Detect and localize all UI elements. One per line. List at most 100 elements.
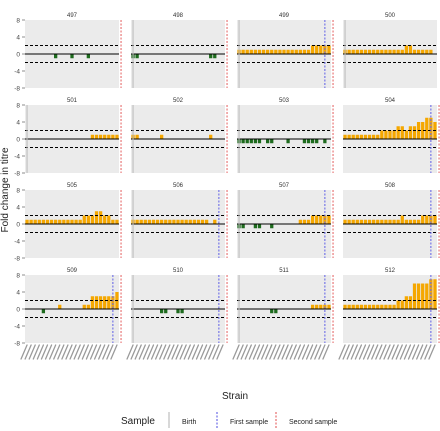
x-tick-label (285, 344, 293, 360)
x-tick-label (301, 344, 310, 360)
bar (298, 219, 302, 224)
bar (58, 219, 62, 224)
bar (180, 309, 184, 314)
x-tick-label (399, 344, 407, 360)
y-tick-label: -8 (14, 170, 20, 177)
panel-title: 502 (173, 98, 184, 104)
x-tick-label (261, 344, 269, 360)
x-tick-label (195, 344, 204, 360)
bar (392, 304, 396, 309)
bar (151, 219, 156, 224)
panel-title: 499 (279, 13, 290, 19)
bar (380, 130, 384, 139)
bar (372, 49, 376, 54)
bar (404, 130, 408, 139)
bar (160, 134, 164, 139)
x-tick-label (175, 344, 183, 360)
x-tick-label (40, 344, 49, 360)
legend-label-first-sample: First sample (230, 419, 268, 426)
panel-503: 503 (237, 98, 334, 173)
x-tick-label (252, 344, 261, 360)
x-tick-label (371, 344, 379, 360)
bar (367, 304, 372, 309)
bar (359, 49, 364, 54)
bar (396, 300, 400, 309)
x-tick-label (318, 344, 326, 360)
bar (103, 296, 107, 309)
x-tick-label (179, 344, 187, 360)
y-tick-label: 8 (16, 187, 20, 194)
bar (253, 139, 258, 144)
y-tick-label: 0 (16, 51, 20, 58)
panel-title: 503 (279, 98, 290, 104)
bar (270, 139, 274, 144)
x-tick-label (346, 344, 354, 360)
y-tick-label: 4 (16, 34, 20, 41)
bar (278, 49, 282, 54)
x-tick-label (110, 344, 118, 360)
legend-label-birth: Birth (182, 419, 197, 426)
bar (270, 309, 274, 314)
bar (359, 134, 364, 139)
bar (319, 304, 323, 309)
x-tick-label (199, 344, 208, 360)
bar (310, 304, 315, 309)
bar (115, 219, 119, 224)
bar (257, 224, 262, 229)
y-tick-label: -4 (14, 323, 20, 330)
x-tick-label (428, 344, 436, 360)
x-tick-label (134, 344, 142, 360)
bar (416, 219, 421, 224)
bar (188, 219, 192, 224)
bar (412, 49, 417, 54)
bar (376, 49, 380, 54)
bar (302, 49, 307, 54)
x-tick-label (69, 344, 77, 360)
x-tick-label (106, 344, 114, 360)
bar (408, 126, 413, 139)
bar (290, 49, 294, 54)
bar (62, 219, 66, 224)
bar (421, 215, 425, 224)
bar (347, 134, 351, 139)
legend-label-second-sample: Second sample (289, 419, 337, 426)
bar (347, 219, 351, 224)
bar (355, 134, 359, 139)
panel-title: 509 (67, 268, 78, 274)
x-tick-label (81, 344, 89, 360)
bar (319, 45, 323, 54)
y-tick-label: 8 (16, 102, 20, 109)
bar (396, 49, 400, 54)
bar (25, 219, 29, 224)
bar (315, 139, 319, 144)
panel-497: 497 -8 -4 0 4 8 (14, 13, 122, 92)
x-tick-label (167, 344, 175, 360)
x-tick-label (236, 344, 244, 360)
bar (196, 219, 201, 224)
bar (98, 134, 103, 139)
bar (380, 219, 384, 224)
x-tick-label (391, 344, 399, 360)
panel-502: 502 (131, 98, 228, 173)
x-tick-label (273, 344, 281, 360)
x-tick-label (73, 344, 81, 360)
bar (176, 309, 180, 314)
bar (433, 279, 437, 309)
bar (412, 126, 417, 139)
bar (319, 215, 323, 224)
bar (58, 304, 62, 309)
x-tick-label (57, 344, 65, 360)
x-tick-label (65, 344, 73, 360)
bar (388, 219, 392, 224)
bar (111, 219, 115, 224)
bar (315, 45, 319, 54)
bar (404, 296, 408, 309)
bar (103, 134, 107, 139)
x-tick-label (342, 344, 350, 360)
x-tick-label (269, 344, 277, 360)
bar (103, 215, 107, 224)
panel-512: 512 (338, 268, 440, 360)
y-tick-label: -4 (14, 238, 20, 245)
bar (412, 219, 417, 224)
x-tick-label (187, 344, 195, 360)
